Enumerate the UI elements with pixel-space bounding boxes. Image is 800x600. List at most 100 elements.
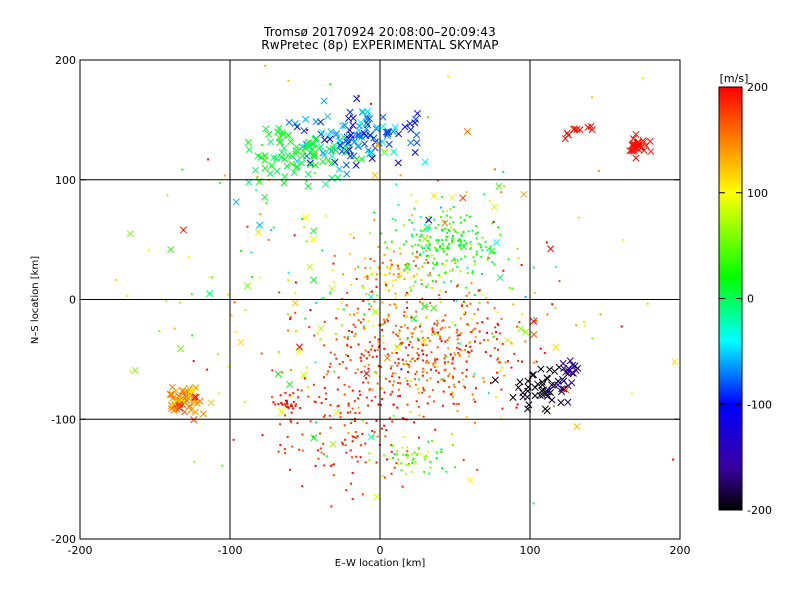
- data-point-dot: [388, 380, 391, 383]
- data-point-dot: [448, 229, 451, 232]
- data-point-dot: [356, 460, 359, 463]
- data-point-dot: [496, 226, 499, 229]
- data-point-dot: [227, 293, 230, 296]
- data-point-x: [292, 146, 300, 155]
- data-point-x: [299, 152, 307, 160]
- data-point-dot: [301, 217, 304, 220]
- data-point-dot: [357, 397, 360, 400]
- data-point-x: [177, 345, 185, 353]
- data-point-dot: [441, 242, 444, 245]
- data-point-dot: [382, 323, 385, 326]
- data-point-dot: [493, 168, 496, 171]
- data-point-dot: [415, 370, 418, 373]
- data-point-dot: [428, 243, 431, 246]
- data-point-dot: [329, 464, 332, 467]
- data-point-dot: [370, 305, 373, 308]
- data-point-dot: [420, 279, 423, 282]
- data-point-dot: [646, 302, 649, 305]
- data-point-x: [516, 378, 524, 386]
- data-point-dot: [324, 392, 327, 395]
- data-point-dot: [391, 351, 394, 354]
- data-point-dot: [389, 267, 392, 270]
- data-point-dot: [489, 245, 492, 248]
- data-point-dot: [493, 263, 496, 266]
- data-point-dot: [290, 405, 293, 408]
- data-point-dot: [425, 354, 428, 357]
- data-point-dot: [416, 452, 419, 455]
- data-point-dot: [314, 401, 317, 404]
- data-point-dot: [178, 301, 181, 304]
- data-point-dot: [460, 247, 463, 250]
- data-point-dot: [381, 474, 384, 477]
- y-tick-label: 200: [55, 54, 76, 67]
- data-point-x: [390, 148, 398, 156]
- data-point-dot: [441, 326, 444, 329]
- data-point-dot: [381, 335, 384, 338]
- data-point-dot: [390, 240, 393, 243]
- data-point-dot: [411, 252, 414, 255]
- data-point-dot: [499, 233, 502, 236]
- data-point-dot: [392, 414, 395, 417]
- data-point-dot: [407, 454, 410, 457]
- data-point-dot: [281, 371, 284, 374]
- data-point-dot: [295, 403, 298, 406]
- data-point-x: [306, 159, 314, 167]
- data-point-dot: [360, 353, 363, 356]
- data-point-x: [529, 371, 538, 379]
- data-point-dot: [429, 236, 432, 239]
- data-point-dot: [501, 366, 504, 369]
- data-point-dot: [373, 211, 376, 214]
- data-point-x: [273, 154, 281, 162]
- data-point-dot: [384, 241, 387, 244]
- data-point-dot: [473, 421, 476, 424]
- data-point-x: [281, 173, 289, 181]
- data-point-dot: [298, 448, 301, 451]
- data-point-dot: [433, 366, 436, 369]
- data-point-dot: [365, 396, 368, 399]
- data-point-dot: [315, 228, 318, 231]
- data-point-dot: [436, 324, 439, 327]
- data-point-x: [267, 162, 276, 170]
- data-point-dot: [336, 405, 339, 408]
- data-point-dot: [191, 334, 194, 337]
- data-point-dot: [351, 435, 354, 438]
- data-point-dot: [364, 257, 367, 260]
- data-point-dot: [396, 406, 399, 409]
- y-axis-label: N–S location [km]: [30, 256, 41, 344]
- data-point-dot: [421, 302, 424, 305]
- data-point-dot: [280, 402, 283, 405]
- data-point-dot: [361, 432, 364, 435]
- data-point-dot: [347, 432, 350, 435]
- data-point-dot: [444, 354, 447, 357]
- data-point-dot: [499, 369, 502, 372]
- data-point-x: [573, 422, 581, 431]
- data-point-dot: [427, 241, 430, 244]
- data-point-x: [291, 120, 299, 128]
- data-point-dot: [406, 379, 409, 382]
- data-point-dot: [322, 376, 325, 379]
- data-point-dot: [370, 290, 373, 293]
- colorbar-tick-label: 0: [747, 293, 754, 306]
- data-point-x: [364, 121, 372, 129]
- data-point-dot: [442, 319, 445, 322]
- data-point-dot: [445, 259, 448, 262]
- data-point-x: [341, 121, 349, 129]
- data-point-dot: [377, 403, 380, 406]
- data-point-dot: [421, 374, 424, 377]
- data-point-dot: [521, 313, 524, 316]
- data-point-dot: [397, 462, 400, 465]
- data-point-dot: [317, 457, 320, 460]
- data-point-dot: [392, 250, 395, 253]
- data-point-dot: [292, 392, 295, 395]
- data-point-dot: [286, 405, 289, 408]
- data-point-dot: [337, 376, 340, 379]
- data-point-dot: [642, 77, 645, 80]
- data-point-dot: [451, 268, 454, 271]
- data-point-dot: [520, 263, 523, 266]
- data-point-dot: [476, 322, 479, 325]
- data-point-dot: [463, 312, 466, 315]
- data-point-dot: [416, 358, 419, 361]
- data-point-dot: [399, 271, 402, 274]
- data-point-dot: [465, 294, 468, 297]
- data-point-dot: [456, 334, 459, 337]
